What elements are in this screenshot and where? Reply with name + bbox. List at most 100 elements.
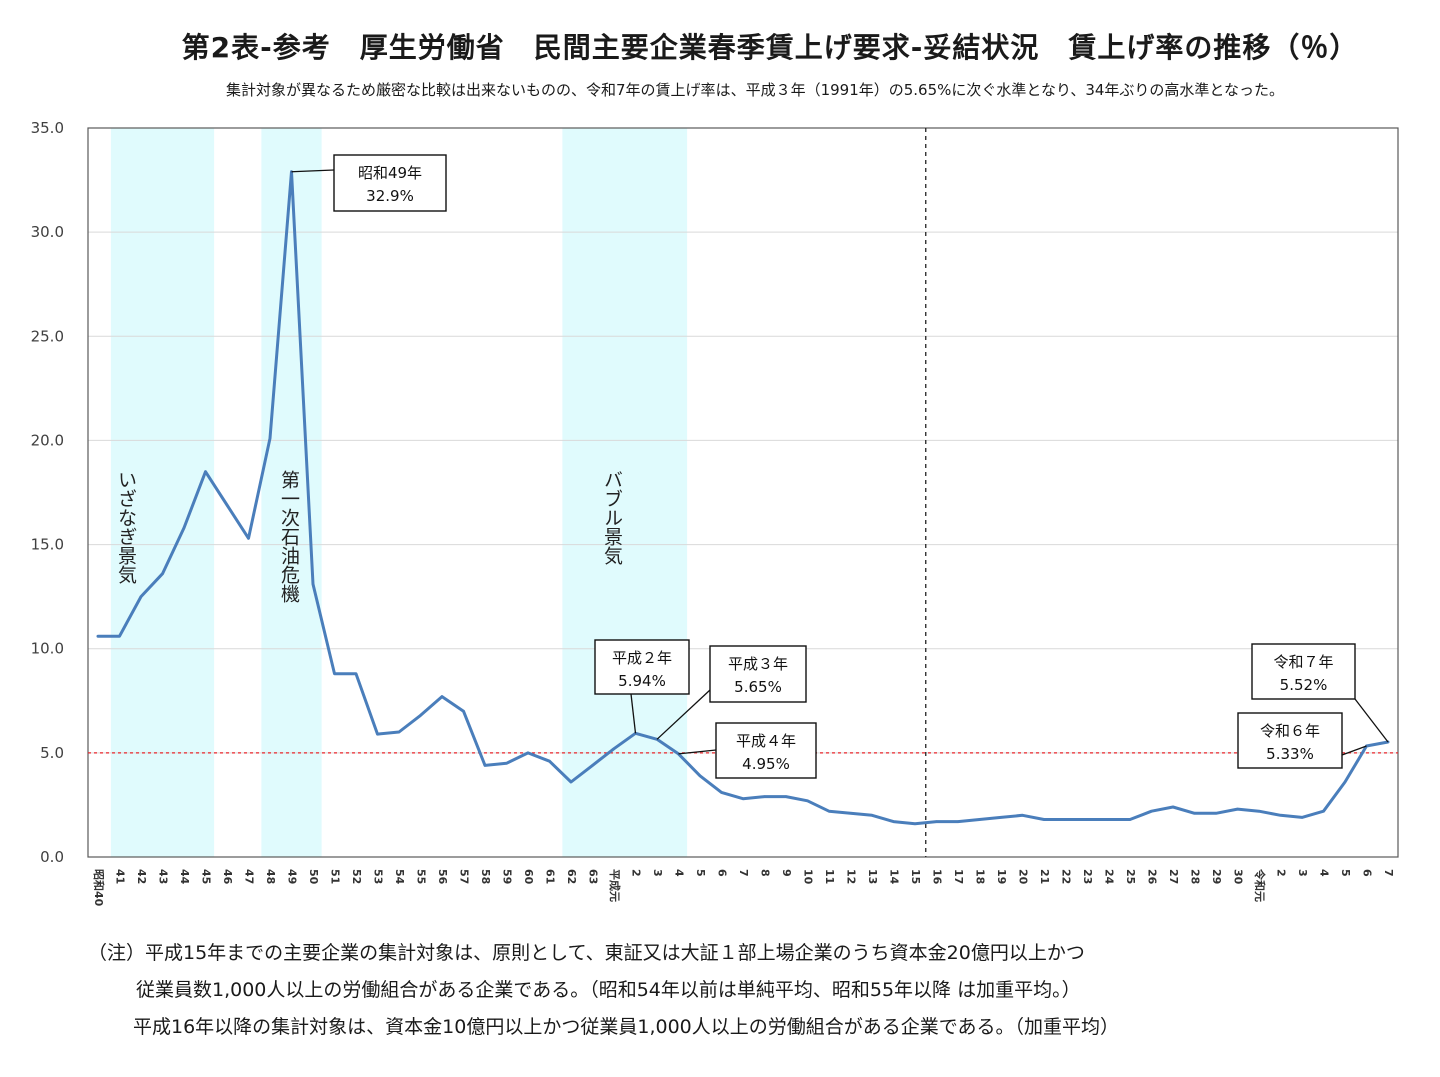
x-tick-label: 45 — [200, 869, 213, 884]
data-point — [548, 759, 551, 763]
x-tick-label: 3 — [651, 869, 664, 877]
x-tick-label: 46 — [221, 869, 234, 885]
x-tick-label: 52 — [350, 869, 363, 884]
data-point — [483, 764, 487, 767]
x-tick-label: 21 — [1038, 869, 1051, 884]
x-tick-label: 50 — [307, 869, 320, 885]
data-point — [763, 795, 766, 798]
callout-box — [709, 645, 807, 703]
callout-leader — [656, 689, 711, 740]
x-tick-label: 59 — [501, 869, 514, 884]
data-point — [1343, 780, 1347, 784]
data-point — [1279, 814, 1282, 817]
data-point — [591, 764, 594, 767]
callout-value: 5.65% — [734, 678, 782, 696]
callout-box — [1237, 712, 1343, 769]
x-tick-label: 9 — [780, 869, 793, 877]
x-tick-label: 47 — [243, 869, 256, 884]
data-point — [96, 635, 100, 638]
data-point — [247, 537, 250, 540]
callout-label: 令和７年 — [1273, 653, 1333, 671]
x-tick-label: 11 — [823, 869, 836, 884]
plot-border — [87, 127, 1399, 858]
x-tick-label: 57 — [458, 869, 471, 884]
callout-leader — [630, 693, 637, 734]
x-tick-label: 63 — [587, 869, 600, 884]
x-tick-label: 10 — [802, 869, 815, 885]
chart-subtitle: 集計対象が異なるため厳密な比較は出来ないものの、令和7年の賃上げ率は、平成３年（… — [226, 81, 1284, 99]
data-point — [999, 816, 1003, 819]
x-tick-label: 2 — [1275, 869, 1288, 877]
data-point — [139, 595, 143, 598]
y-tick-label: 30.0 — [31, 223, 64, 241]
y-tick-label: 5.0 — [40, 744, 64, 762]
x-tick-label: 61 — [544, 869, 557, 884]
x-tick-label: 26 — [1146, 869, 1159, 885]
data-point — [311, 582, 315, 586]
x-tick-label: 29 — [1210, 869, 1223, 884]
data-point — [118, 635, 121, 638]
data-point — [1150, 809, 1153, 813]
callout-leader — [1354, 698, 1389, 743]
x-tick-label: 25 — [1124, 869, 1137, 884]
x-tick-label: 5 — [1339, 869, 1352, 877]
data-point — [892, 820, 895, 823]
x-tick-label: 2 — [630, 869, 643, 877]
callout-box — [594, 639, 690, 695]
x-tick-label: 55 — [415, 869, 428, 884]
x-tick-label: 42 — [135, 869, 148, 884]
x-tick-label: 60 — [522, 869, 535, 885]
shaded-period-label: 第一次石油危機 — [278, 470, 300, 603]
x-tick-label: 17 — [952, 869, 965, 884]
x-tick-label: 16 — [931, 869, 944, 885]
x-tick-label: 48 — [264, 869, 277, 884]
y-tick-label: 35.0 — [31, 119, 64, 137]
y-tick-label: 10.0 — [31, 640, 64, 658]
data-point — [935, 820, 938, 823]
x-tick-label: 3 — [1296, 869, 1309, 877]
data-point — [1064, 818, 1067, 821]
x-tick-label: 51 — [329, 869, 342, 884]
data-point — [569, 780, 573, 784]
callout-leader — [1341, 745, 1367, 756]
callout-label: 平成４年 — [736, 732, 796, 750]
data-point — [333, 672, 336, 675]
x-tick-label: 14 — [888, 869, 901, 885]
data-point — [1171, 805, 1175, 809]
x-tick-label: 5 — [694, 869, 707, 877]
data-point — [741, 797, 745, 800]
x-tick-label: 令和元 — [1253, 868, 1267, 902]
x-tick-label: 8 — [759, 869, 772, 877]
x-tick-label: 27 — [1167, 869, 1180, 884]
x-tick-label: 53 — [372, 869, 385, 884]
shaded-period-label: いざなぎ景気 — [115, 470, 137, 584]
data-point — [268, 437, 272, 440]
data-point — [397, 730, 401, 734]
chart-title: 第2表‐参考 厚生労働省 民間主要企業春季賃上げ要求‐妥結状況 賃上げ率の推移（… — [181, 31, 1359, 64]
data-point — [182, 526, 186, 530]
shaded-period-label: バブル景気 — [601, 470, 623, 565]
x-tick-label: 54 — [393, 869, 406, 885]
x-tick-label: 7 — [737, 869, 750, 877]
y-tick-label: 25.0 — [31, 327, 64, 345]
shaded-period — [261, 128, 322, 857]
x-tick-label: 昭和40 — [92, 869, 106, 907]
data-point — [462, 710, 465, 713]
note-line: （注）平成15年までの主要企業の集計対象は、原則として、東証又は大証１部上場企業… — [88, 942, 1085, 964]
x-tick-label: 7 — [1382, 869, 1395, 877]
callout-box — [333, 154, 447, 212]
x-tick-label: 23 — [1081, 869, 1094, 884]
data-point — [806, 799, 809, 802]
data-point — [440, 695, 444, 698]
y-tick-label: 20.0 — [31, 431, 64, 449]
callout-label: 令和６年 — [1260, 722, 1320, 740]
callout-value: 5.52% — [1280, 676, 1328, 694]
x-tick-label: 4 — [1318, 869, 1331, 877]
callout-value: 5.94% — [618, 672, 666, 690]
x-tick-label: 20 — [1017, 869, 1030, 885]
x-tick-label: 6 — [1361, 869, 1374, 877]
data-point — [505, 762, 508, 765]
callout-value: 32.9% — [366, 187, 414, 205]
x-tick-label: 6 — [716, 869, 729, 877]
